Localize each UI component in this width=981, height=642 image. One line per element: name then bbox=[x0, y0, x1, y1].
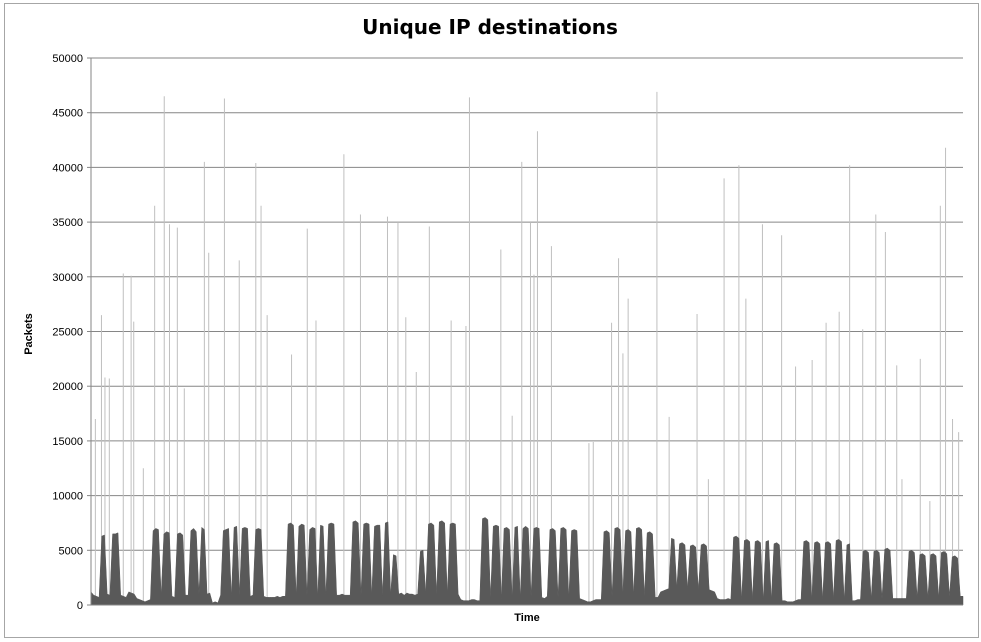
y-tick-label: 10000 bbox=[52, 491, 83, 503]
y-tick-label: 15000 bbox=[52, 436, 83, 448]
y-axis-label: Packets bbox=[23, 313, 35, 355]
chart-title: Unique IP destinations bbox=[362, 15, 618, 39]
chart-frame: Unique IP destinations 0 5000 10000 15000 20… bbox=[4, 3, 979, 638]
area-layer bbox=[90, 517, 964, 606]
y-tick-label: 5000 bbox=[59, 545, 83, 557]
grid-layer bbox=[91, 57, 963, 551]
chart-svg: Unique IP destinations 0 5000 10000 15000 20… bbox=[23, 15, 964, 624]
y-tick-label: 35000 bbox=[52, 217, 83, 229]
y-tick-label: 50000 bbox=[52, 53, 83, 65]
y-tick-label: 40000 bbox=[52, 162, 83, 174]
x-axis-label: Time bbox=[514, 612, 539, 624]
y-tick-label: 45000 bbox=[52, 108, 83, 120]
y-tick-label: 0 bbox=[77, 600, 83, 612]
series-area bbox=[90, 517, 964, 606]
tick-layer: 0 5000 10000 15000 20000 25000 30000 35000 40000… bbox=[52, 53, 91, 612]
y-tick-label: 20000 bbox=[52, 381, 83, 393]
y-tick-label: 30000 bbox=[52, 272, 83, 284]
y-tick-label: 25000 bbox=[52, 327, 83, 339]
